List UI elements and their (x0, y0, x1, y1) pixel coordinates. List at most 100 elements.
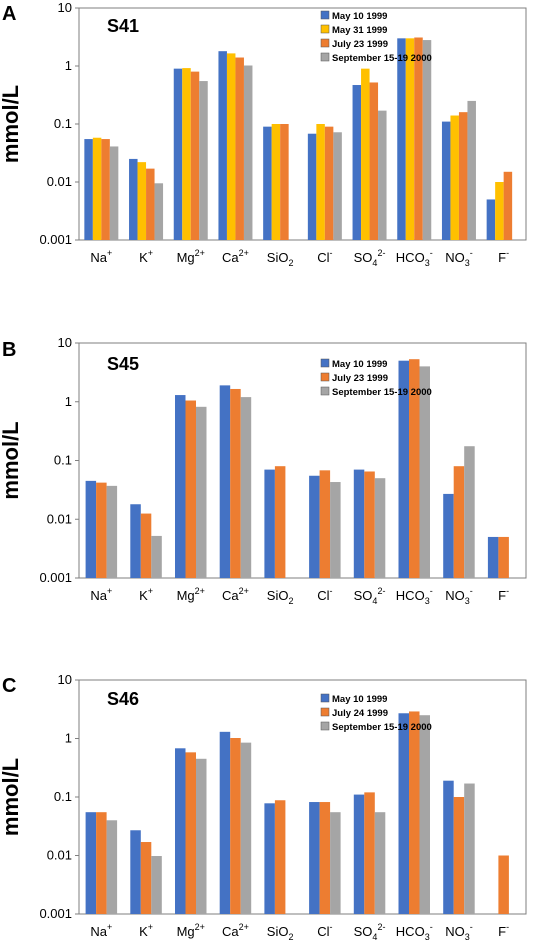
x-tick-label: SO42- (354, 248, 386, 268)
x-tick-label: Cl- (317, 248, 332, 265)
bar-yellow-2 (182, 68, 191, 240)
bar-yellow-5 (316, 124, 325, 240)
bar-orange-4 (274, 800, 286, 914)
legend-swatch (320, 372, 330, 382)
bar-gray-7 (419, 715, 430, 914)
bar-orange-8 (453, 797, 465, 914)
bar-gray-1 (151, 535, 162, 578)
bar-gray-6 (374, 478, 386, 578)
x-tick-label: Na+ (90, 922, 112, 939)
bar-blue-5 (309, 802, 320, 914)
bar-orange-7 (409, 711, 420, 914)
bar-orange-9 (498, 536, 509, 578)
bar-blue-5 (309, 475, 320, 578)
x-tick-label: NO3- (445, 248, 473, 268)
y-axis-label: mmol/L (0, 421, 23, 499)
bar-orange-0 (101, 139, 110, 240)
x-tick-label: NO3- (445, 922, 473, 942)
bar-gray-7 (422, 40, 432, 241)
bar-blue-7 (397, 38, 406, 240)
bar-gray-6 (378, 110, 387, 240)
x-tick-label: F- (498, 248, 509, 265)
bar-orange-7 (409, 359, 420, 578)
x-tick-label: Na+ (90, 586, 112, 603)
bar-orange-4 (274, 466, 286, 578)
bar-orange-2 (185, 400, 196, 578)
x-tick-label: F- (498, 586, 509, 603)
bar-gray-8 (467, 100, 476, 240)
bar-yellow-7 (405, 38, 415, 240)
y-tick-label: 0.01 (47, 511, 72, 526)
bar-yellow-0 (92, 137, 102, 240)
bar-gray-6 (374, 812, 386, 914)
chart-panel-b: B 0.001 0.01 0.1 1 10 mmol/L S45 Na+ K+ Mg2+ Ca2+ Si… (0, 335, 527, 606)
bar-yellow-8 (450, 115, 459, 240)
legend: May 10 1999 July 23 1999 September 15-19 2… (320, 358, 432, 398)
bar-blue-3 (219, 385, 231, 578)
x-tick-label: K+ (139, 922, 153, 939)
bar-orange-3 (235, 57, 244, 240)
bar-gray-2 (196, 758, 207, 914)
x-tick-label: Mg2+ (177, 248, 205, 265)
y-tick-label: 10 (58, 0, 72, 15)
legend-label: July 24 1999 (332, 708, 388, 719)
legend-label: July 23 1999 (332, 39, 388, 50)
x-tick-label: K+ (139, 248, 153, 265)
bar-orange-6 (364, 471, 375, 578)
bar-yellow-6 (361, 68, 370, 241)
panel-letter: B (2, 339, 16, 361)
bar-orange-5 (319, 802, 331, 914)
bar-blue-0 (85, 480, 97, 578)
bar-orange-8 (458, 112, 468, 240)
y-tick-label: 1 (65, 394, 72, 409)
chart-title: S46 (107, 689, 139, 709)
x-tick-label: Cl- (317, 586, 332, 603)
chart-title: S45 (107, 354, 139, 374)
chart-panel-c: C 0.001 0.01 0.1 1 10 mmol/L S46 Na+ K+ Mg2+ Ca2+ Si… (0, 672, 527, 942)
bar-gray-0 (106, 820, 118, 914)
bar-gray-3 (240, 397, 252, 578)
bar-gray-3 (243, 65, 253, 240)
x-tick-label: SiO2 (267, 250, 294, 268)
bar-gray-5 (333, 132, 342, 240)
bar-orange-5 (319, 470, 331, 578)
bar-orange-1 (140, 842, 152, 914)
legend-label: May 31 1999 (332, 25, 387, 36)
legend-label: July 23 1999 (332, 373, 388, 384)
bar-blue-2 (173, 68, 183, 241)
bar-orange-2 (190, 71, 200, 241)
bar-blue-8 (443, 493, 454, 578)
bar-blue-7 (398, 713, 409, 914)
bar-blue-1 (130, 504, 141, 578)
x-tick-label: HCO3- (396, 922, 433, 942)
bar-blue-6 (353, 794, 365, 914)
bar-gray-3 (240, 742, 252, 914)
legend-swatch (320, 693, 330, 703)
bar-orange-6 (369, 82, 379, 240)
x-tick-label: Ca2+ (222, 586, 249, 603)
legend-label: May 10 1999 (332, 11, 387, 22)
bar-gray-1 (151, 856, 162, 914)
bar-orange-1 (146, 168, 155, 240)
legend-label: May 10 1999 (332, 694, 387, 705)
bar-blue-1 (129, 158, 138, 240)
y-tick-label: 0.001 (39, 232, 72, 247)
x-tick-label: Ca2+ (222, 922, 249, 939)
bar-gray-1 (154, 183, 164, 240)
bar-yellow-1 (137, 162, 147, 240)
legend-label: May 10 1999 (332, 359, 387, 370)
legend-swatch (320, 24, 330, 34)
bar-blue-8 (443, 780, 454, 914)
bar-blue-4 (264, 469, 275, 578)
bar-blue-6 (353, 469, 365, 578)
panel-letter: C (2, 675, 16, 697)
x-tick-label: SO42- (354, 922, 386, 942)
y-tick-label: 1 (65, 58, 72, 73)
bar-yellow-4 (271, 124, 281, 240)
bar-blue-0 (84, 139, 93, 240)
y-tick-label: 0.01 (47, 848, 72, 863)
x-tick-label: NO3- (445, 586, 473, 606)
bar-orange-1 (140, 513, 152, 578)
bar-blue-1 (130, 830, 141, 914)
bar-gray-0 (109, 146, 119, 240)
